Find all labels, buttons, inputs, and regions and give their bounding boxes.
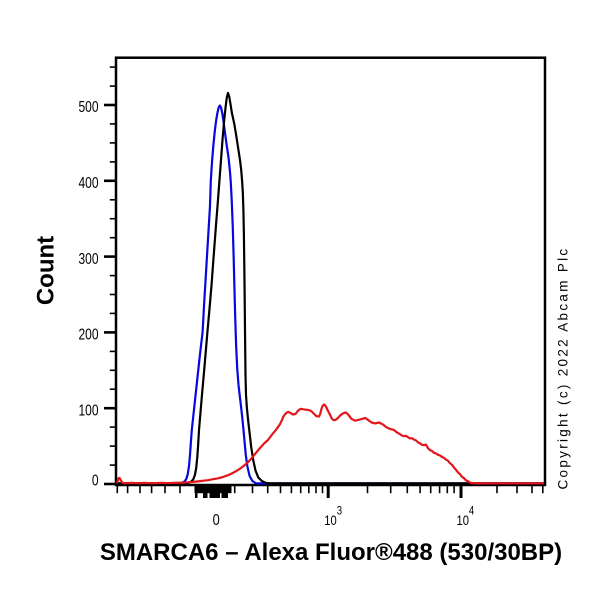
svg-text:300: 300 bbox=[78, 249, 98, 267]
svg-text:Copyright (c) 2022 Abcam Plc: Copyright (c) 2022 Abcam Plc bbox=[556, 247, 571, 490]
svg-text:SMARCA6 – Alexa Fluor®488 (530: SMARCA6 – Alexa Fluor®488 (530/30BP) bbox=[100, 539, 562, 566]
svg-text:200: 200 bbox=[78, 325, 98, 343]
svg-text:Count: Count bbox=[33, 236, 60, 305]
svg-text:500: 500 bbox=[78, 97, 98, 115]
svg-text:100: 100 bbox=[78, 401, 98, 419]
svg-text:400: 400 bbox=[78, 173, 98, 191]
svg-text:0: 0 bbox=[213, 512, 220, 530]
svg-text:0: 0 bbox=[92, 471, 99, 489]
